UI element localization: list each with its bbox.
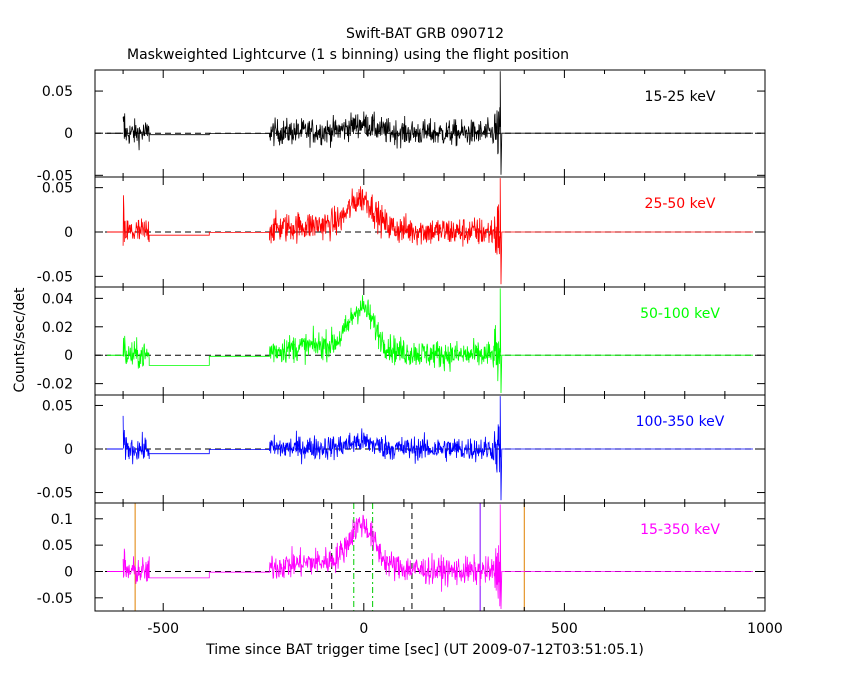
y-tick-label: 0 [64,348,73,364]
lightcurve-series [122,288,753,394]
y-tick-label: 0 [64,442,73,458]
y-tick-label: 0.05 [42,398,73,414]
y-tick-label: -0.02 [37,377,73,393]
panel-3: 0.04 0.02 0 -0.02 50-100 keV [37,286,766,396]
chart-title: Swift-BAT GRB 090712 [346,26,504,42]
y-tick-label: 0.04 [42,291,73,307]
y-axis-label: Counts/sec/det [12,287,28,392]
panel-plot-area [95,503,765,611]
band-label: 15-350 keV [640,522,720,538]
panel-1: 0.05 0 -0.05 15-25 keV [37,69,766,184]
panel-plot-area [95,71,765,175]
x-tick-label: 1000 [747,621,783,637]
y-tick-label: 0 [64,225,73,241]
band-label: 100-350 keV [636,414,725,430]
panel-plot-area [95,178,765,285]
panel-2: 0.05 0 -0.05 25-50 keV [37,176,766,288]
x-axis-label: Time since BAT trigger time [sec] (UT 20… [205,642,644,658]
y-tick-label: 0 [64,564,73,580]
panel-plot-area [95,288,765,394]
y-tick-label: -0.05 [37,486,73,502]
y-tick-label: 0.1 [51,512,73,528]
panel-frame [94,286,766,396]
panel-plot-area [95,396,765,501]
panel-5: 0.1 0.05 0 -0.05 15-350 keV [37,502,766,612]
y-tick-label: -0.05 [37,168,73,184]
y-tick-label: 0 [64,126,73,142]
panel-frame [94,502,766,612]
lightcurve-series [122,504,753,610]
band-label: 15-25 keV [645,89,716,105]
x-tick-label: 0 [359,621,368,637]
y-tick-label: 0.02 [42,320,73,336]
y-tick-label: -0.05 [37,269,73,285]
lightcurve-series [122,178,753,285]
y-tick-label: 0.05 [42,84,73,100]
x-tick-label: 500 [551,621,578,637]
lightcurve-series [122,71,753,175]
band-label: 25-50 keV [645,196,716,212]
chart-subtitle: Maskweighted Lightcurve (1 s binning) us… [127,47,569,63]
y-tick-label: -0.05 [37,591,73,607]
y-tick-label: 0.05 [42,181,73,197]
panel-4: 0.05 0 -0.05 100-350 keV [37,394,766,504]
x-tick-label: -500 [147,621,179,637]
y-tick-label: 0.05 [42,538,73,554]
band-label: 50-100 keV [640,306,720,322]
lightcurve-series [122,396,753,501]
